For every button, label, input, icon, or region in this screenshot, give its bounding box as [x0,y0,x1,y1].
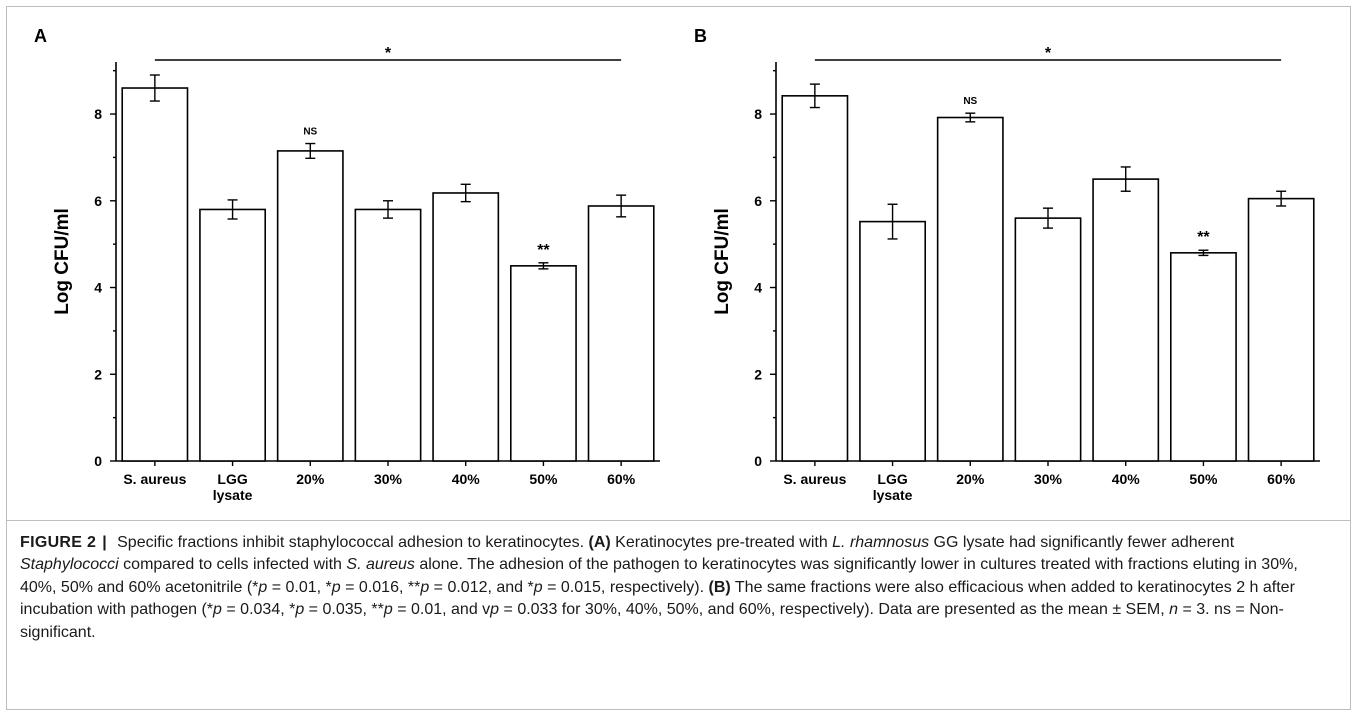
significance-bar-star: * [385,45,392,62]
figure-caption: FIGURE 2 | Specific fractions inhibit sta… [20,532,1335,644]
caption-segment: p [213,601,222,619]
caption-segment: Specific fractions inhibit staphylococca… [112,534,589,551]
y-tick-label: 2 [94,366,102,382]
caption-segment: GG lysate had significantly fewer adhere… [929,534,1235,551]
panel-label: B [694,26,707,46]
x-tick-label: 30% [1034,471,1063,487]
bar [781,95,849,462]
y-tick-label: 2 [754,366,762,382]
caption-segment: = 0.035, ** [304,601,384,619]
y-tick-label: 8 [94,106,102,122]
y-tick-label: 8 [754,106,762,122]
x-tick-label: S. aureus [783,471,846,487]
x-tick-label: S. aureus [123,471,186,487]
y-axis-title: Log CFU/ml [712,208,733,315]
figure-frame [6,6,1351,710]
bar [432,192,500,462]
y-tick-label: 4 [94,280,102,296]
figure-label: FIGURE 2 [20,534,97,551]
significance-annotation: ** [537,242,550,259]
caption-segment: = 0.033 for 30%, 40%, 50%, and 60%, resp… [499,601,1170,619]
x-tick-label: LGG [877,471,907,487]
bar [276,150,344,462]
x-tick-label: 20% [956,471,985,487]
caption-segment: p [383,601,393,619]
bar [354,208,422,462]
caption-segment: p [490,601,500,619]
caption-segment: = 0.034, * [221,601,296,619]
bar [1169,252,1237,462]
x-tick-label: 50% [529,471,558,487]
caption-segment: = 0.016, ** [340,578,421,596]
y-tick-label: 4 [754,280,762,296]
caption-segment: = 0.01, and v [392,601,491,619]
caption-segment: Keratinocytes pre-treated with [610,534,833,551]
bar [1014,217,1082,462]
x-tick-label: 20% [296,471,325,487]
caption-segment: p [533,578,543,596]
caption-segment: p [258,578,268,596]
x-tick-label: 40% [452,471,481,487]
caption-segment: The same fractions were also efficacious… [20,578,1295,619]
chart-panel-a: A 0 2 4 6 8 Log CFU/ml S. aureus LGG lysate 20% NS 3… [20,14,680,514]
caption-segment: p [420,578,430,596]
y-tick-label: 0 [754,453,762,469]
significance-annotation: NS [963,96,977,107]
x-tick-label: 60% [607,471,636,487]
caption-segment: p [295,601,305,619]
caption-segment: alone. The adhesion of the pathogen to k… [20,556,1298,596]
caption-segment: = 0.015, respectively). [542,578,709,596]
significance-annotation: ** [1197,229,1210,246]
bar [1247,197,1315,462]
caption-segment: p [331,578,341,596]
y-tick-label: 0 [94,453,102,469]
caption-segment: = 0.012, and * [429,578,534,596]
significance-bar-star: * [1045,45,1052,62]
bar [859,220,927,462]
x-tick-label: 30% [374,471,403,487]
significance-annotation: NS [303,127,317,138]
x-tick-label: lysate [873,487,913,503]
x-tick-label: LGG [217,471,247,487]
caption-segment: (B) [708,578,731,596]
x-tick-label: lysate [213,487,253,503]
bar [199,208,267,462]
y-tick-label: 6 [754,193,762,209]
caption-segment: (A) [588,534,611,551]
x-tick-label: 60% [1267,471,1296,487]
caption-segment: Staphylococci [20,556,119,574]
caption-segment: L. rhamnosus [832,534,930,551]
bar [1092,178,1160,462]
caption-segment: = 3. ns = Non-significant. [20,601,1284,641]
bar [936,116,1004,462]
caption-separator: | [102,534,107,551]
x-tick-label: 40% [1112,471,1141,487]
chart-panel-b: B 0 2 4 6 8 Log CFU/ml S. aureus LGG lysate 20% NS 3… [680,14,1340,514]
caption-segment: S. aureus [346,556,415,574]
bar [121,87,189,462]
x-tick-label: 50% [1189,471,1218,487]
caption-segment: n [1169,601,1179,619]
bar [587,205,655,462]
y-tick-label: 6 [94,193,102,209]
caption-divider [6,520,1351,521]
caption-segment: compared to cells infected with [118,556,347,574]
caption-segment: = 0.01, * [267,578,332,596]
caption-text: Specific fractions inhibit staphylococca… [20,534,1298,641]
y-axis-title: Log CFU/ml [52,208,73,315]
panel-label: A [34,26,47,46]
bar [509,265,577,462]
